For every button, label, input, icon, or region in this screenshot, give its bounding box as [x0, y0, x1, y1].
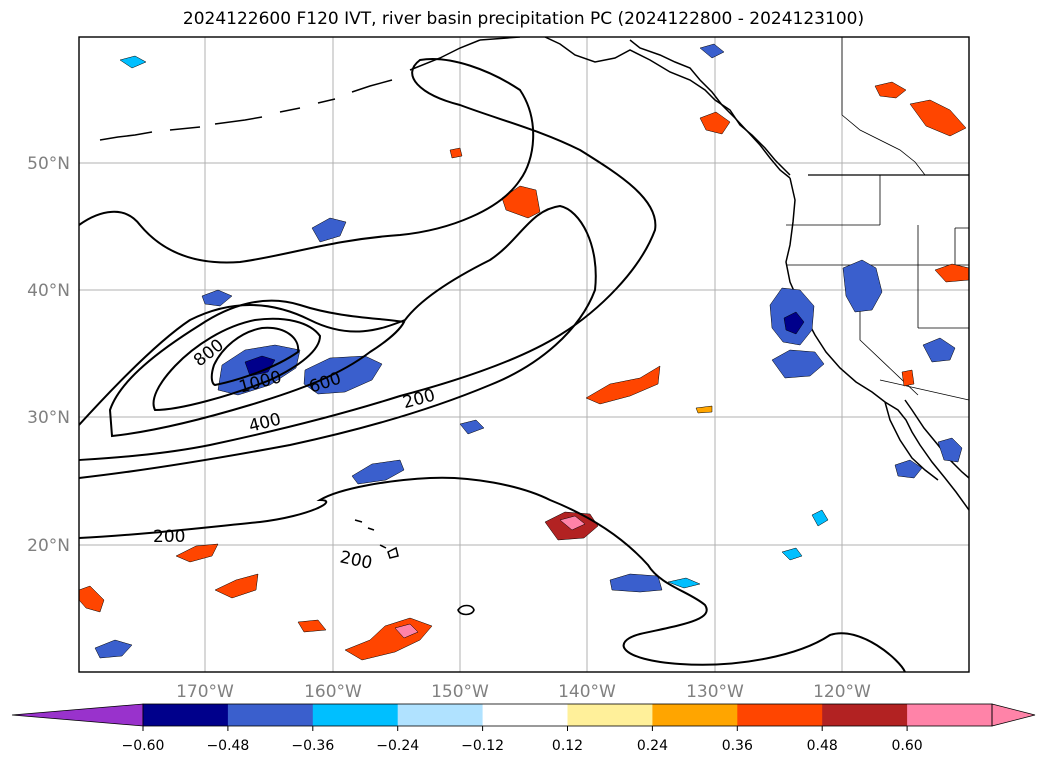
precip-blob	[311, 217, 347, 243]
ivt-contours	[79, 58, 906, 672]
precip-blob	[609, 573, 663, 593]
latitude-label: 50°N	[27, 154, 70, 174]
precip-blob	[934, 263, 969, 283]
colorbar-tick-label: 0.48	[807, 738, 838, 754]
precip-blob	[667, 577, 701, 589]
precip-blob	[894, 459, 923, 479]
precip-blob	[585, 365, 661, 405]
ivt-contour-200-south	[79, 476, 906, 672]
precip-blob	[303, 355, 383, 395]
precip-blob	[79, 585, 105, 613]
precip-blob	[559, 515, 586, 531]
longitude-labels: 170°W 160°W 150°W 140°W 130°W 120°W	[176, 682, 871, 702]
precip-blob	[699, 43, 725, 59]
longitude-label: 140°W	[558, 682, 616, 702]
colorbar-segment	[312, 704, 399, 726]
colorbar-segment	[737, 704, 823, 726]
latitude-label: 40°N	[27, 281, 70, 301]
colorbar-segment	[652, 704, 738, 726]
contour-label-200-b: 200	[153, 527, 185, 547]
colorbar-tick-label: 0.60	[892, 738, 923, 754]
precip-blob	[501, 185, 541, 219]
map-frame	[78, 36, 970, 673]
precip-blob	[297, 619, 327, 633]
colorbar-tick-label: −0.36	[291, 738, 334, 754]
longitude-label: 160°W	[304, 682, 362, 702]
colorbar-segment	[907, 704, 993, 726]
coastlines	[99, 37, 969, 559]
aleutian-islands	[99, 39, 481, 141]
ivt-contour-small-loop	[457, 604, 475, 616]
precip-blob	[449, 147, 463, 159]
precip-blob	[781, 547, 803, 561]
precip-blob	[699, 111, 731, 135]
latitude-label: 20°N	[27, 536, 70, 556]
colorbar-tick-label: 0.12	[552, 738, 583, 754]
precip-blob	[394, 623, 419, 639]
british-columbia-coast	[629, 39, 791, 179]
ivt-contour-1000	[210, 326, 300, 387]
state-borders	[786, 175, 969, 401]
precip-blob	[119, 55, 147, 69]
colorbar-segment	[482, 704, 568, 726]
hawaii-islands	[354, 519, 399, 559]
canada-provinces	[841, 37, 926, 176]
map-title: 2024122600 F120 IVT, river basin precipi…	[182, 9, 865, 29]
precip-blob	[94, 639, 133, 659]
colorbar-extend-low	[11, 703, 144, 727]
precip-blob	[695, 405, 713, 414]
colorbar-tick-label: 0.36	[722, 738, 753, 754]
colorbar-segment	[143, 704, 229, 726]
longitude-label: 150°W	[431, 682, 489, 702]
colorbar-segment	[822, 704, 908, 726]
colorbar-segment	[567, 704, 653, 726]
colorbar-tick-label: −0.48	[206, 738, 249, 754]
latitude-labels: 50°N 40°N 30°N 20°N	[27, 154, 70, 556]
baja-california	[884, 399, 969, 481]
longitude-label: 130°W	[686, 682, 744, 702]
longitude-label: 170°W	[176, 682, 234, 702]
precip-blob	[937, 437, 963, 463]
colorbar-segment	[227, 704, 314, 726]
precip-blob	[909, 99, 967, 137]
ivt-contour-600	[108, 299, 406, 438]
precip-blob	[351, 459, 405, 485]
colorbar-tick-label: −0.24	[376, 738, 419, 754]
ivt-contour-200-north	[79, 58, 657, 461]
precip-blob	[459, 419, 485, 435]
ivt-contour-400	[79, 204, 597, 479]
precip-blob	[175, 543, 219, 563]
precip-blob	[783, 311, 805, 335]
precip-blob	[901, 369, 915, 387]
precip-blob	[201, 289, 233, 307]
colorbar-extend-high	[991, 703, 1036, 727]
us-west-coast	[785, 177, 969, 511]
colorbar	[11, 703, 1036, 727]
colorbar-tick-labels: −0.60 −0.48 −0.36 −0.24 −0.12 0.12 0.24 0.36 0.4…	[122, 726, 923, 754]
colorbar-segment	[397, 704, 484, 726]
precip-blob	[922, 337, 956, 363]
graticule	[79, 37, 969, 672]
colorbar-tick-label: −0.12	[461, 738, 504, 754]
longitude-label: 120°W	[813, 682, 871, 702]
colorbar-tick-label: −0.60	[122, 738, 165, 754]
latitude-label: 30°N	[27, 408, 70, 428]
ivt-contour-800	[152, 317, 322, 412]
colorbar-tick-label: 0.24	[637, 738, 668, 754]
precip-blob	[214, 573, 259, 599]
precip-blob	[811, 509, 829, 527]
precipitation-pc-fill	[79, 43, 969, 661]
precip-blob	[842, 259, 883, 313]
precip-blob	[771, 349, 825, 379]
precip-blob	[874, 81, 907, 99]
